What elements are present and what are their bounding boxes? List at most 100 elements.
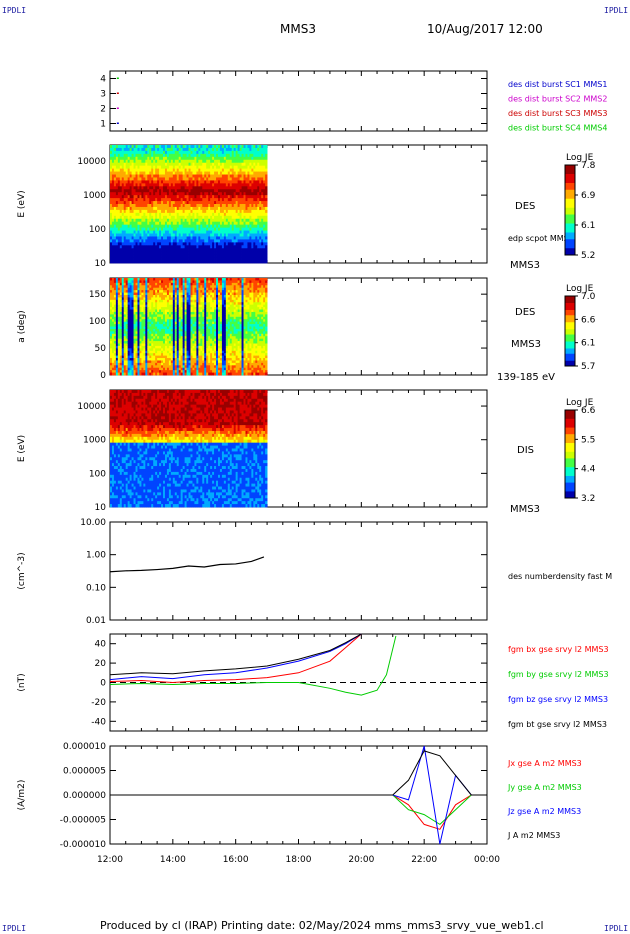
spectrogram-cell: [127, 192, 131, 196]
spectrogram-cell: [196, 186, 199, 190]
spectrogram-cell: [265, 230, 268, 234]
spectrogram-cell: [217, 215, 221, 220]
spectrogram-cell: [239, 218, 242, 223]
spectrogram-cell: [164, 285, 168, 289]
spectrogram-cell: [151, 212, 154, 217]
spectrogram-cell: [141, 201, 144, 205]
spectrogram-cell: [192, 206, 195, 211]
spectrogram-cell: [137, 314, 140, 318]
spectrogram-cell: [151, 294, 154, 298]
spectrogram-cell: [217, 224, 221, 228]
spectrogram-cell: [117, 145, 121, 149]
spectrogram-cell: [145, 251, 148, 255]
spectrogram-cell: [119, 341, 123, 344]
spectrogram-cell: [233, 227, 237, 231]
spectrogram-cell: [233, 201, 237, 205]
spectrogram-cell: [166, 159, 170, 164]
spectrogram-cell: [149, 201, 152, 205]
spectrogram-cell: [141, 145, 144, 149]
spectrogram-cell: [198, 260, 201, 264]
spectrogram-cell: [163, 316, 166, 320]
spectrogram-cell: [113, 189, 117, 193]
spectrogram-cell: [117, 233, 121, 237]
spectrogram-cell: [170, 278, 174, 281]
spectrogram-cell: [145, 319, 148, 323]
spectrogram-cell: [145, 201, 148, 205]
spectrogram-cell: [137, 287, 140, 291]
spectrogram-cell: [174, 204, 178, 208]
spectrogram-cell: [129, 321, 132, 325]
spectrogram-cell: [229, 153, 233, 158]
spectrogram-cell: [172, 186, 176, 190]
spectrogram-cell: [204, 168, 207, 172]
spectrogram-cell: [157, 278, 160, 281]
spectrogram-cell: [117, 358, 121, 361]
spectrogram-cell: [131, 218, 134, 223]
spectrogram-cell: [237, 239, 240, 243]
spectrogram-cell: [184, 186, 187, 190]
spectrogram-cell: [110, 311, 113, 315]
spectrogram-cell: [221, 212, 225, 217]
spectrogram-cell: [210, 251, 213, 255]
spectrogram-cell: [249, 257, 252, 261]
spectrogram-cell: [170, 316, 174, 320]
spectrogram-cell: [135, 233, 138, 237]
spectrogram-cell: [214, 204, 217, 208]
spectrogram-cell: [196, 183, 199, 187]
spectrogram-cell: [243, 227, 246, 231]
spectrogram-cell: [186, 215, 189, 220]
spectrogram-cell: [217, 254, 221, 258]
spectrogram-cell: [129, 239, 132, 243]
spectrogram-cell: [204, 145, 207, 149]
spectrogram-cell: [127, 353, 131, 356]
spectrogram-cell: [196, 145, 199, 149]
spectrogram-cell: [135, 324, 138, 327]
spectrogram-cell: [121, 177, 125, 181]
spectrogram-cell: [153, 343, 156, 347]
spectrogram-cell: [166, 145, 170, 149]
spectrogram-cell: [111, 367, 115, 371]
spectrogram-cell: [121, 292, 125, 296]
spectrogram-cell: [129, 168, 132, 172]
spectrogram-cell: [159, 177, 162, 181]
colorbar-cell: [565, 221, 575, 224]
spectrogram-cell: [149, 294, 152, 298]
spectrogram-cell: [192, 168, 195, 172]
spectrogram-cell: [184, 233, 187, 237]
spectrogram-cell: [141, 290, 144, 293]
spectrogram-cell: [198, 183, 201, 187]
spectrogram-cell: [110, 159, 113, 164]
spectrogram-cell: [131, 198, 134, 202]
spectrogram-cell: [141, 336, 144, 340]
spectrogram-cell: [186, 177, 189, 181]
spectrogram-cell: [155, 186, 158, 190]
spectrogram-cell: [110, 331, 113, 335]
spectrogram-cell: [253, 165, 256, 169]
spectrogram-cell: [125, 251, 129, 255]
spectrogram-cell: [145, 365, 148, 369]
spectrogram-cell: [145, 147, 148, 152]
spectrogram-cell: [192, 221, 195, 226]
spectrogram-cell: [149, 365, 152, 369]
spectrogram-cell: [123, 338, 127, 342]
spectrogram-cell: [115, 294, 119, 298]
spectrogram-cell: [247, 156, 250, 161]
spectrogram-cell: [161, 224, 164, 228]
spectrogram-cell: [135, 311, 138, 315]
spectrogram-cell: [243, 159, 246, 164]
spectrogram-cell: [117, 230, 121, 234]
spectrogram-cell: [168, 345, 172, 349]
spectrogram-cell: [255, 257, 258, 261]
spectrogram-cell: [225, 153, 229, 158]
spectrogram-cell: [239, 183, 242, 187]
spectrogram-cell: [168, 341, 172, 344]
spectrogram-cell: [153, 221, 156, 226]
spectrogram-cell: [117, 198, 121, 202]
spectrogram-cell: [241, 254, 244, 258]
spectrogram-cell: [163, 212, 166, 217]
spectrogram-cell: [151, 319, 154, 323]
spectrogram-cell: [137, 280, 140, 284]
spectrogram-cell: [164, 365, 168, 369]
spectrogram-cell: [115, 302, 119, 306]
spectrogram-cell: [135, 348, 138, 352]
